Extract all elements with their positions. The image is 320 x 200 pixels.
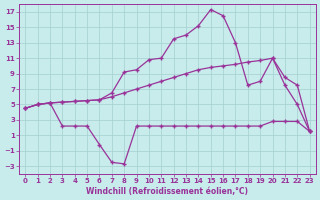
X-axis label: Windchill (Refroidissement éolien,°C): Windchill (Refroidissement éolien,°C): [86, 187, 248, 196]
